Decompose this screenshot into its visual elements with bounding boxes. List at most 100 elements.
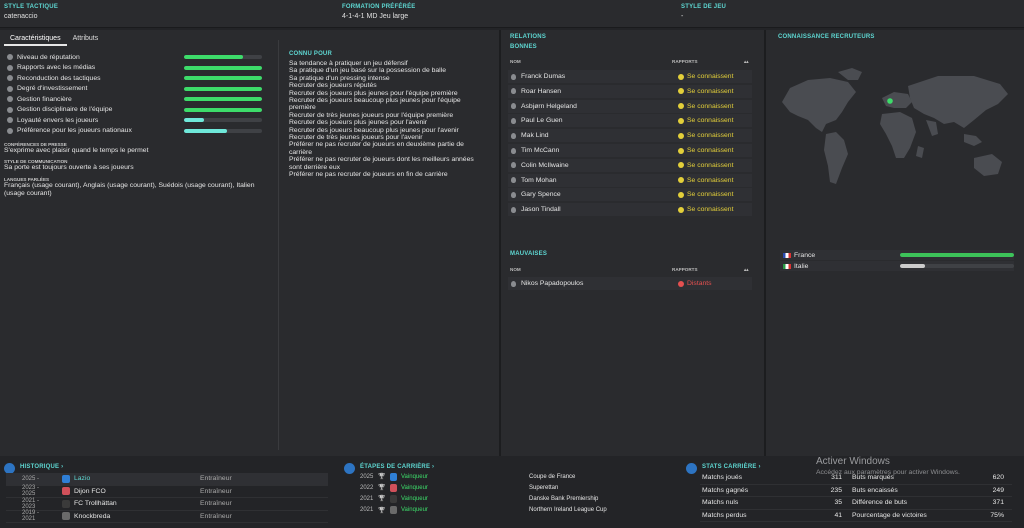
country-knowledge-bar <box>900 264 1014 268</box>
col-name[interactable]: NOM <box>510 59 521 64</box>
divider <box>764 30 766 456</box>
relation-row[interactable]: Tim McCann Se connaissent <box>508 144 752 157</box>
known-for-item: Recruter de très jeunes joueurs pour l'é… <box>289 111 454 119</box>
known-for-item: Préférer ne pas recruter de joueurs dont… <box>289 156 474 171</box>
history-role: Entraîneur <box>200 475 232 483</box>
attribute-row[interactable]: Reconduction des tactiques <box>7 73 262 84</box>
col-reports[interactable]: RAPPORTS <box>672 59 698 64</box>
relation-status-label: Se connaissent <box>687 161 734 169</box>
relation-name[interactable]: Paul Le Guen <box>521 117 563 125</box>
relation-row[interactable]: Gary Spence Se connaissent <box>508 188 752 202</box>
stat-label: Buts marqués <box>852 474 894 482</box>
attribute-row[interactable]: Gestion disciplinaire de l'équipe <box>7 105 262 116</box>
known-for-list: Sa tendance à pratiquer un jeu défensif S… <box>289 60 479 179</box>
relation-row[interactable]: Mak Lind Se connaissent <box>508 129 752 143</box>
person-icon <box>511 162 516 169</box>
relation-name[interactable]: Mak Lind <box>521 132 549 140</box>
relation-row[interactable]: Franck Dumas Se connaissent <box>508 70 752 83</box>
relation-row[interactable]: Roar Hansen Se connaissent <box>508 84 752 98</box>
attribute-row[interactable]: Préférence pour les joueurs nationaux <box>7 126 262 137</box>
history-row[interactable]: 2021 - 2023 FC Trollhättan Entraîneur <box>6 498 328 511</box>
history-row[interactable]: 2025 - Lazio Entraîneur <box>6 473 328 486</box>
stat-value: 311 <box>831 474 842 482</box>
relation-row[interactable]: Tom Mohan Se connaissent <box>508 173 752 187</box>
stats-row: Matchs perdus 41 Pourcentage de victoires 7… <box>700 510 1012 522</box>
world-map <box>782 68 1008 184</box>
known-for-item: Préférer ne pas recruter de joueurs en f… <box>289 171 448 179</box>
history-club[interactable]: FC Trollhättan <box>74 500 117 508</box>
tab-caracteristiques[interactable]: Caractéristiques <box>4 33 67 46</box>
career-stages-list: 2025 🏆 Vainqueur Coupe de France 2022 🏆 Vainqu… <box>360 471 666 516</box>
history-title[interactable]: HISTORIQUE › <box>20 464 64 470</box>
history-row[interactable]: 2023 - 2025 Dijon FCO Entraîneur <box>6 485 328 498</box>
relation-status: Distants <box>678 280 712 287</box>
known-for-item: Préférer ne pas recruter de joueurs en d… <box>289 141 464 156</box>
relation-row[interactable]: Asbjørn Helgeland Se connaissent <box>508 99 752 113</box>
attribute-row[interactable]: Rapports avec les médias <box>7 63 262 74</box>
relation-name[interactable]: Colin McIlwaine <box>521 161 569 169</box>
relation-row[interactable]: Nikos Papadopoulos Distants <box>508 277 752 290</box>
relation-name[interactable]: Roar Hansen <box>521 87 562 95</box>
known-for-item: Sa pratique d'un pressing intense <box>289 74 390 82</box>
relation-status-label: Se connaissent <box>687 132 734 140</box>
stat-value: 41 <box>834 511 842 519</box>
attribute-row[interactable]: Niveau de réputation <box>7 52 262 63</box>
attribute-row[interactable]: Loyauté envers les joueurs <box>7 115 262 126</box>
info-icon <box>7 106 13 113</box>
country-row[interactable]: Italie <box>780 261 1014 271</box>
history-row[interactable]: 2019 - 2021 Knockbreda Entraîneur <box>6 510 328 523</box>
attribute-row[interactable]: Degré d'investissement <box>7 84 262 95</box>
tab-attributs[interactable]: Attributs <box>72 35 99 42</box>
history-years: 2025 - <box>22 475 40 482</box>
history-role: Entraîneur <box>200 487 232 495</box>
relation-row[interactable]: Jason Tindall Se connaissent <box>508 203 752 217</box>
relation-name[interactable]: Franck Dumas <box>521 73 566 80</box>
country-knowledge-fill <box>900 253 1014 257</box>
recruiter-title: CONNAISSANCE RECRUTEURS <box>778 34 875 40</box>
col-reports[interactable]: RAPPORTS <box>672 267 698 272</box>
info-icon <box>7 54 13 61</box>
attribute-bar <box>184 118 262 123</box>
history-club[interactable]: Knockbreda <box>74 512 111 520</box>
country-row[interactable]: France <box>780 250 1014 260</box>
career-stages-title[interactable]: ÉTAPES DE CARRIÈRE › <box>360 464 435 470</box>
attribute-bar-fill <box>184 86 262 91</box>
relation-row[interactable]: Paul Le Guen Se connaissent <box>508 114 752 128</box>
career-competition: Northern Ireland League Cup <box>529 507 607 514</box>
stat-label: Buts encaissés <box>852 486 898 494</box>
col-name[interactable]: NOM <box>510 267 521 272</box>
relation-row[interactable]: Colin McIlwaine Se connaissent <box>508 158 752 172</box>
communication-label: STYLE DE COMMUNICATION <box>4 159 68 165</box>
relation-name[interactable]: Asbjørn Helgeland <box>521 102 577 110</box>
attribute-bar <box>184 86 262 91</box>
relation-name[interactable]: Tim McCann <box>521 147 560 154</box>
relation-name[interactable]: Nikos Papadopoulos <box>521 280 584 287</box>
attribute-bar-fill <box>184 107 262 112</box>
relation-name[interactable]: Tom Mohan <box>521 176 557 184</box>
attribute-bar <box>184 128 262 133</box>
history-club[interactable]: Lazio <box>74 475 91 483</box>
known-for-item: Recruter des joueurs plus jeunes pour l'… <box>289 89 458 97</box>
attribute-label: Gestion financière <box>17 95 72 103</box>
attribute-bar-fill <box>184 118 204 123</box>
attribute-bar <box>184 76 262 81</box>
career-year: 2021 <box>360 507 374 514</box>
club-badge-icon <box>62 487 70 496</box>
sort-icon[interactable]: ▴▴ <box>744 59 749 64</box>
attribute-row[interactable]: Gestion financière <box>7 94 262 105</box>
stat-label: Différence de buts <box>852 499 908 507</box>
communication-value: Sa porte est toujours ouverte à ses joue… <box>4 164 134 172</box>
career-stats-title[interactable]: STATS CARRIÈRE › <box>702 464 761 470</box>
languages-value: Français (usage courant), Anglais (usage… <box>4 181 255 197</box>
relation-name[interactable]: Gary Spence <box>521 191 561 199</box>
sort-icon[interactable]: ▴▴ <box>744 267 749 272</box>
divider <box>278 40 279 450</box>
status-icon <box>678 73 684 80</box>
stat-label: Matchs nuls <box>702 499 739 507</box>
recruiter-country-list: France Italie <box>780 250 1014 272</box>
history-club[interactable]: Dijon FCO <box>74 487 106 495</box>
relation-name[interactable]: Jason Tindall <box>521 206 561 214</box>
status-icon <box>678 280 684 287</box>
relation-status: Se connaissent <box>678 177 733 184</box>
person-icon <box>511 147 516 154</box>
